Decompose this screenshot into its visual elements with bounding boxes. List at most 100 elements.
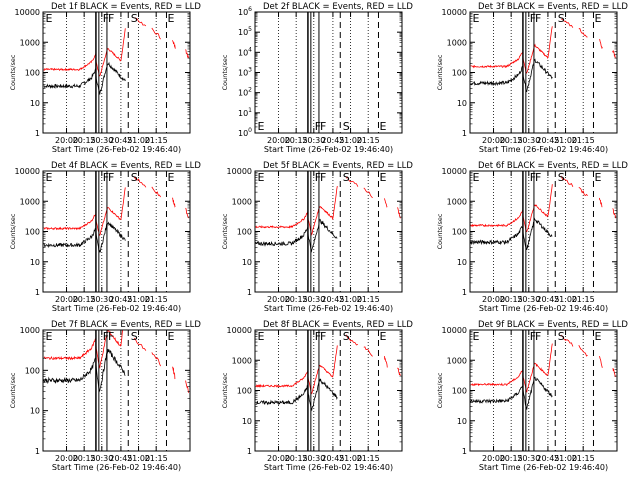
x-tick-label: 21:00 bbox=[554, 136, 577, 145]
x-tick-label: 20:00 bbox=[482, 454, 505, 463]
event-marker-label: F bbox=[315, 120, 321, 133]
x-axis-label: Start Time (26-Feb-02 19:46:40) bbox=[264, 145, 393, 154]
event-marker-label: S bbox=[558, 330, 565, 343]
event-marker-label: E bbox=[379, 330, 386, 343]
y-tick-label: 1 bbox=[462, 288, 467, 297]
event-marker-label: S bbox=[131, 171, 138, 184]
y-tick-label: 100 bbox=[25, 69, 40, 78]
x-tick-label: 20:30 bbox=[517, 454, 540, 463]
x-tick-label: 21:00 bbox=[127, 454, 150, 463]
x-tick-label: 20:30 bbox=[90, 295, 113, 304]
x-tick-label: 21:15 bbox=[357, 136, 380, 145]
x-axis-label: Start Time (26-Feb-02 19:46:40) bbox=[264, 463, 393, 472]
event-marker-label: S bbox=[131, 12, 138, 25]
x-tick-label: 20:30 bbox=[517, 295, 540, 304]
y-tick-label: 1 bbox=[247, 288, 252, 297]
x-axis-label: Start Time (26-Feb-02 19:46:40) bbox=[264, 304, 393, 313]
y-tick-label: 10 bbox=[457, 417, 467, 426]
plot-frame bbox=[469, 329, 618, 452]
y-tick-label: 10 bbox=[242, 258, 252, 267]
y-tick-label: 1 bbox=[462, 129, 467, 138]
lld-fragment bbox=[578, 186, 588, 197]
x-tick-label: 20:45 bbox=[109, 295, 132, 304]
event-marker-label: S bbox=[558, 12, 565, 25]
y-tick-label: 1 bbox=[35, 129, 40, 138]
y-tick-label: 10 bbox=[242, 417, 252, 426]
y-tick-label: 1 bbox=[247, 447, 252, 456]
lld-fragment bbox=[612, 208, 616, 219]
x-tick-label: 20:15 bbox=[73, 454, 96, 463]
lld-series-line bbox=[43, 187, 126, 236]
lld-fragment bbox=[578, 345, 588, 357]
x-tick-label: 20:15 bbox=[500, 136, 523, 145]
y-tick-label: 100 bbox=[25, 228, 40, 237]
x-tick-label: 20:45 bbox=[321, 454, 344, 463]
x-tick-label: 20:00 bbox=[482, 136, 505, 145]
x-axis-label: Start Time (26-Feb-02 19:46:40) bbox=[479, 145, 608, 154]
event-marker-label: E bbox=[257, 171, 264, 184]
event-marker-label: F bbox=[530, 330, 536, 343]
lld-fragment bbox=[612, 368, 616, 377]
x-tick-label: 20:00 bbox=[55, 295, 78, 304]
x-tick-label: 20:15 bbox=[285, 295, 308, 304]
y-tick-label: 10 bbox=[30, 407, 40, 416]
y-tick-label: 10 bbox=[457, 99, 467, 108]
x-tick-label: 20:15 bbox=[73, 295, 96, 304]
x-tick-label: 20:45 bbox=[536, 295, 559, 304]
plot-frame bbox=[469, 11, 618, 134]
x-tick-label: 21:00 bbox=[339, 295, 362, 304]
event-marker-label: F bbox=[535, 12, 541, 25]
lld-fragment bbox=[384, 198, 388, 208]
y-tick-label: 10 bbox=[30, 99, 40, 108]
y-tick-label: 10000 bbox=[442, 8, 467, 17]
y-tick-label: 100 bbox=[25, 366, 40, 375]
lld-fragment bbox=[345, 334, 359, 346]
panel-title: Det 1f BLACK = Events, RED = LLD bbox=[51, 2, 201, 12]
x-tick-label: 21:00 bbox=[554, 295, 577, 304]
lld-fragment bbox=[397, 207, 401, 219]
event-marker-label: F bbox=[320, 171, 326, 184]
panel-title: Det 8f BLACK = Events, RED = LLD bbox=[263, 320, 413, 330]
panel-title: Det 7f BLACK = Events, RED = LLD bbox=[51, 320, 201, 330]
lld-fragment bbox=[363, 187, 373, 199]
x-tick-label: 21:00 bbox=[127, 295, 150, 304]
y-tick-label: 1000 bbox=[232, 356, 252, 365]
x-tick-label: 20:30 bbox=[302, 295, 325, 304]
x-tick-label: 21:15 bbox=[145, 454, 168, 463]
y-axis-label: Counts/sec bbox=[221, 372, 229, 408]
panel-title: Det 4f BLACK = Events, RED = LLD bbox=[51, 161, 201, 171]
lld-fragment bbox=[133, 176, 147, 188]
event-marker-label: S bbox=[343, 171, 350, 184]
event-marker-label: F bbox=[103, 330, 109, 343]
lld-fragment bbox=[185, 380, 189, 393]
x-tick-label: 20:30 bbox=[90, 454, 113, 463]
events-series-line bbox=[470, 376, 553, 410]
event-marker-label: S bbox=[343, 330, 350, 343]
x-tick-label: 20:45 bbox=[321, 136, 344, 145]
lld-fragment bbox=[384, 356, 388, 368]
events-series-line bbox=[255, 218, 338, 253]
plot-frame bbox=[254, 11, 403, 134]
lld-fragment bbox=[133, 337, 147, 351]
event-marker-label: E bbox=[257, 330, 264, 343]
x-tick-label: 21:15 bbox=[357, 454, 380, 463]
y-tick-label: 10 bbox=[457, 258, 467, 267]
x-tick-label: 21:00 bbox=[339, 136, 362, 145]
x-tick-label: 20:00 bbox=[55, 454, 78, 463]
x-tick-label: 21:00 bbox=[554, 454, 577, 463]
y-tick-label: 1000 bbox=[232, 197, 252, 206]
lld-fragment bbox=[599, 197, 603, 208]
lld-fragment bbox=[134, 17, 147, 27]
y-tick-label: 1000 bbox=[447, 356, 467, 365]
y-tick-label: 100 bbox=[452, 228, 467, 237]
event-marker-label: E bbox=[594, 171, 601, 184]
event-marker-label: F bbox=[535, 171, 541, 184]
event-marker-label: F bbox=[103, 171, 109, 184]
event-marker-label: F bbox=[108, 12, 114, 25]
